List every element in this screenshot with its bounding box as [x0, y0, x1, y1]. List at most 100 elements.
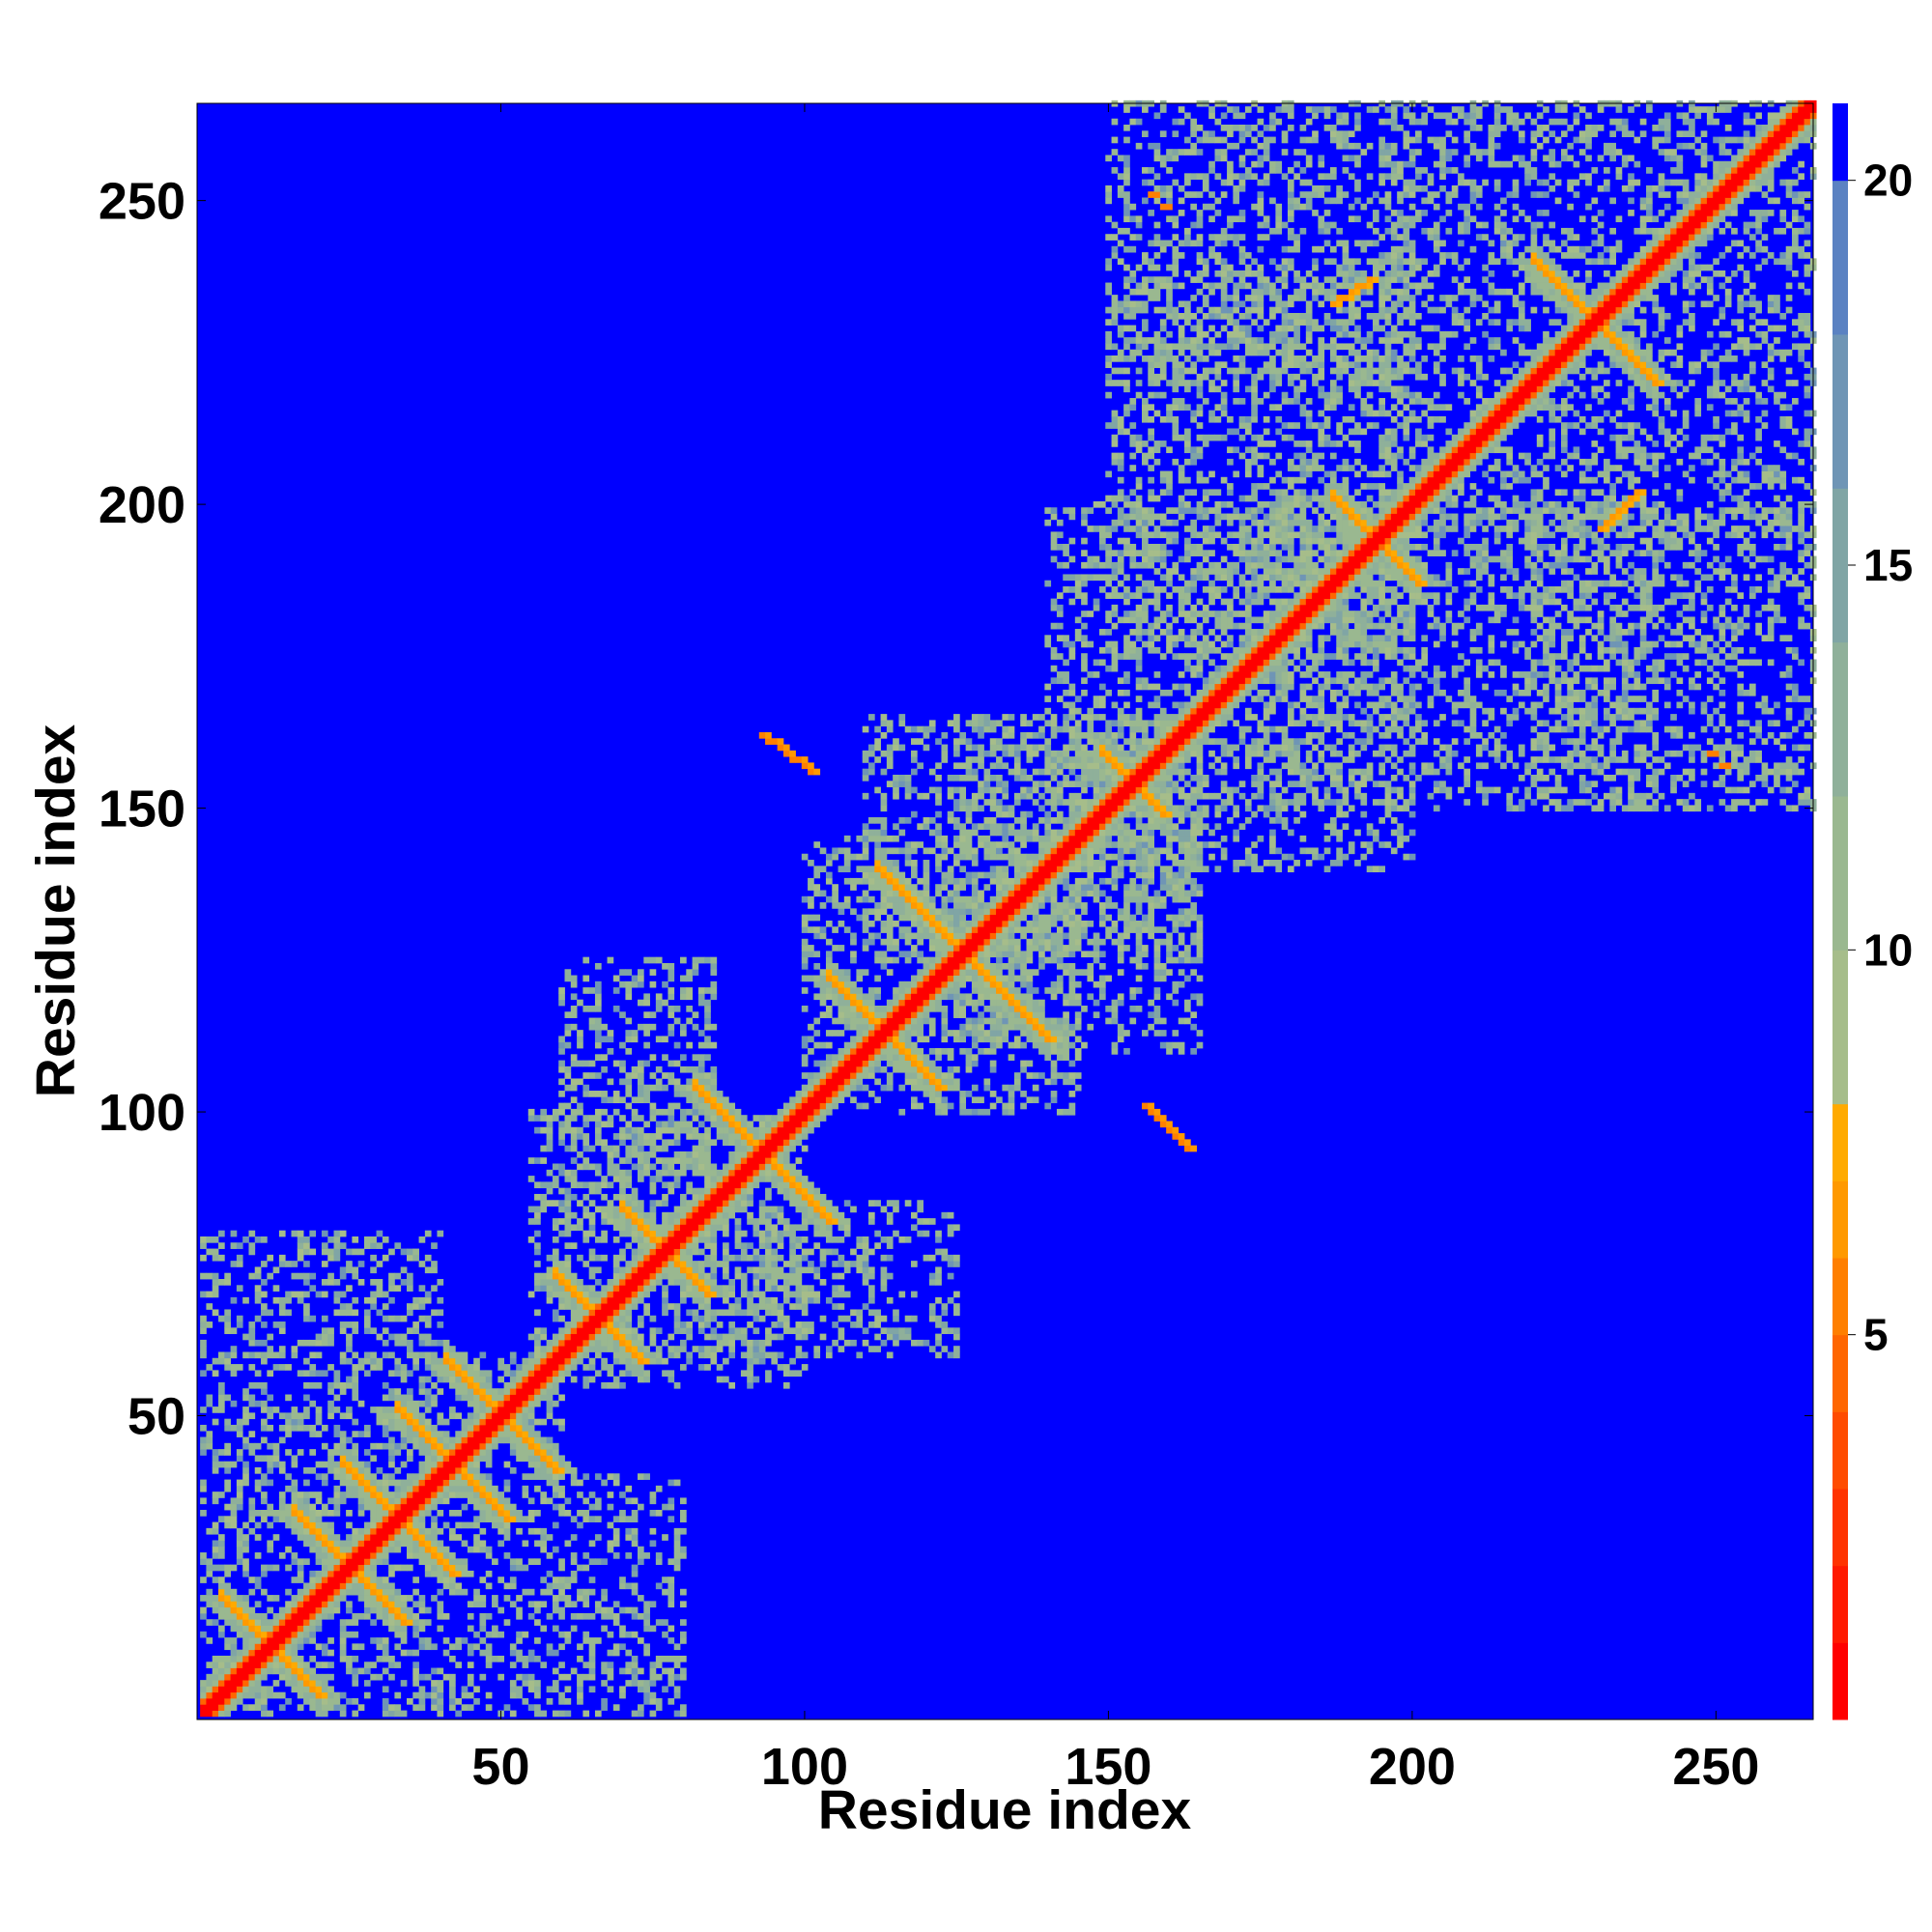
heatmap-cell — [594, 962, 602, 970]
heatmap-cell — [673, 1662, 681, 1668]
heatmap-cell — [911, 847, 918, 855]
heatmap-cell — [832, 1272, 838, 1280]
heatmap-cell — [631, 1036, 639, 1043]
heatmap-cell — [838, 1030, 845, 1037]
heatmap-cell — [893, 847, 899, 855]
heatmap-cell — [303, 1291, 310, 1298]
heatmap-cell — [473, 1461, 480, 1468]
heatmap-cell — [303, 1303, 310, 1310]
heatmap-cell — [625, 1327, 633, 1335]
heatmap-cell — [534, 1442, 541, 1450]
heatmap-cell — [376, 1540, 384, 1548]
heatmap-cell — [832, 962, 838, 970]
heatmap-cell — [242, 1649, 249, 1657]
heatmap-cell — [607, 1473, 614, 1480]
heatmap-cell — [838, 999, 845, 1007]
heatmap-cell — [224, 1680, 231, 1687]
heatmap-cell — [843, 895, 851, 903]
heatmap-cell — [267, 1595, 274, 1602]
heatmap-cell — [862, 1248, 869, 1256]
heatmap-cell — [692, 1315, 699, 1322]
heatmap-cell — [527, 1176, 535, 1182]
heatmap-cell — [503, 1406, 511, 1413]
heatmap-cell — [492, 1631, 498, 1638]
heatmap-cell — [619, 1193, 626, 1201]
heatmap-cell — [346, 1381, 353, 1389]
heatmap-cell — [662, 1054, 668, 1061]
heatmap-cell — [400, 1564, 408, 1572]
heatmap-cell — [643, 1211, 650, 1219]
heatmap-cell — [424, 1291, 432, 1298]
heatmap-cell — [437, 1686, 444, 1693]
heatmap-cell — [212, 1272, 219, 1280]
heatmap-cell — [431, 1370, 438, 1378]
heatmap-cell — [662, 1121, 668, 1128]
heatmap-cell — [309, 1381, 317, 1389]
heatmap-cell — [758, 731, 766, 739]
heatmap-cell — [503, 1619, 511, 1626]
heatmap-cell — [704, 1041, 711, 1049]
heatmap-cell — [516, 1558, 523, 1566]
heatmap-cell — [740, 1187, 748, 1195]
heatmap-cell — [431, 1558, 438, 1566]
heatmap-cell — [534, 1272, 541, 1280]
heatmap-cell — [612, 1218, 620, 1225]
heatmap-cell — [734, 1303, 742, 1310]
heatmap-cell — [631, 975, 639, 982]
heatmap-cell — [370, 1582, 377, 1590]
heatmap-cell — [236, 1321, 243, 1328]
heatmap-cell — [485, 1516, 493, 1522]
heatmap-cell — [637, 1315, 644, 1322]
heatmap-cell — [412, 1412, 419, 1420]
heatmap-cell — [346, 1436, 353, 1444]
heatmap-cell — [625, 1151, 633, 1158]
heatmap-cell — [911, 884, 918, 891]
heatmap-cell — [357, 1431, 365, 1437]
heatmap-cell — [825, 1078, 833, 1086]
heatmap-cell — [607, 956, 614, 964]
heatmap-cell — [607, 1296, 614, 1304]
heatmap-cell — [303, 1479, 310, 1487]
heatmap-cell — [850, 1023, 857, 1031]
heatmap-cell — [236, 1606, 243, 1614]
heatmap-cell — [819, 987, 827, 994]
heatmap-cell — [431, 1400, 438, 1407]
heatmap-cell — [777, 1254, 784, 1262]
heatmap-cell — [461, 1376, 469, 1383]
heatmap-cell — [886, 744, 894, 752]
heatmap-cell — [339, 1442, 347, 1450]
heatmap-cell — [564, 1261, 572, 1267]
heatmap-cell — [625, 969, 633, 976]
heatmap-cell — [376, 1588, 384, 1596]
heatmap-cell — [497, 1527, 505, 1535]
heatmap-cell — [406, 1339, 413, 1347]
heatmap-cell — [297, 1667, 304, 1675]
heatmap-cell — [649, 1625, 657, 1633]
heatmap-cell — [509, 1351, 517, 1359]
heatmap-cell — [637, 999, 644, 1007]
heatmap-cell — [874, 1242, 881, 1249]
heatmap-cell — [431, 1546, 438, 1553]
heatmap-cell — [710, 1115, 718, 1122]
heatmap-cell — [765, 1261, 772, 1267]
heatmap-cell — [534, 1309, 541, 1317]
heatmap-cell — [838, 1254, 845, 1262]
heatmap-cell — [673, 1060, 681, 1067]
heatmap-cell — [382, 1510, 389, 1517]
heatmap-cell — [376, 1406, 384, 1413]
heatmap-cell — [558, 1266, 565, 1274]
heatmap-cell — [291, 1230, 298, 1237]
heatmap-cell — [455, 1381, 462, 1389]
heatmap-cell — [777, 1157, 784, 1164]
heatmap-cell — [747, 1309, 753, 1317]
heatmap-cell — [363, 1577, 371, 1583]
heatmap-cell — [801, 1321, 809, 1328]
heatmap-cell — [303, 1272, 310, 1280]
heatmap-cell — [546, 1115, 554, 1122]
heatmap-cell — [285, 1412, 292, 1420]
heatmap-cell — [588, 1187, 596, 1195]
heatmap-cell — [346, 1485, 353, 1492]
heatmap-cell — [254, 1704, 262, 1711]
heatmap-cell — [886, 1041, 894, 1049]
heatmap-cell — [904, 951, 912, 958]
